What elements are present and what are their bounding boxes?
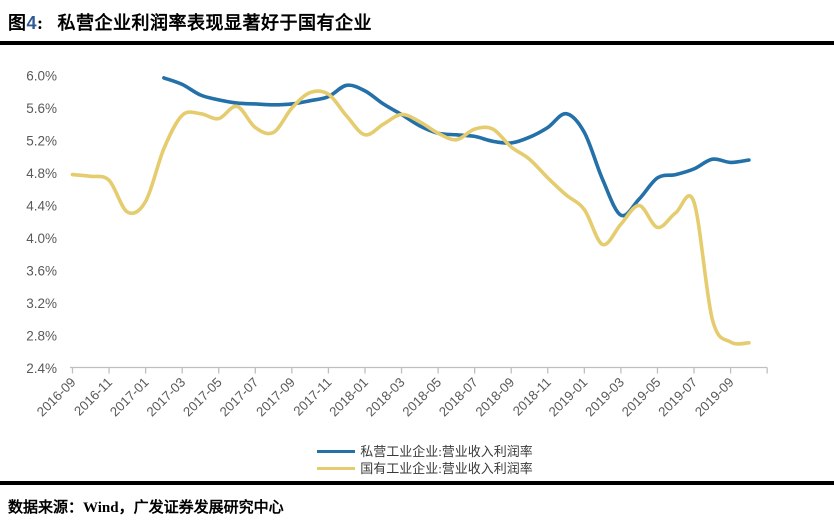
- figure-label: 图: [8, 13, 27, 33]
- y-axis-tick-label: 5.2%: [26, 133, 57, 148]
- x-axis-tick-label: 2017-09: [253, 375, 298, 420]
- y-axis-tick-label: 4.4%: [26, 198, 57, 213]
- y-axis-tick-label: 3.6%: [26, 263, 57, 278]
- x-axis-tick-label: 2017-01: [107, 375, 152, 420]
- x-axis-tick-label: 2018-07: [436, 375, 481, 420]
- legend-item-private: 私营工业企业:营业收入利润率: [317, 443, 533, 460]
- figure-colon: :: [37, 13, 44, 33]
- legend-swatch-soe: [317, 466, 356, 471]
- y-axis-tick-label: 5.6%: [26, 101, 57, 116]
- legend-swatch-private: [317, 449, 356, 454]
- y-axis-tick-label: 6.0%: [26, 68, 57, 83]
- y-axis-tick-label: 4.0%: [26, 231, 57, 246]
- x-axis-tick-label: 2018-09: [473, 375, 518, 420]
- x-axis-tick-label: 2016-11: [71, 375, 115, 419]
- legend-label-private: 私营工业企业:营业收入利润率: [360, 444, 533, 459]
- title-rule: [0, 41, 834, 45]
- y-axis-tick-label: 4.8%: [26, 166, 57, 181]
- x-axis-tick-label: 2018-01: [326, 375, 371, 420]
- figure-title: 图4: 私营企业利润率表现显著好于国有企业: [0, 0, 834, 35]
- data-source: 数据来源：Wind，广发证券发展研究中心: [8, 500, 284, 516]
- x-axis-tick-label: 2018-05: [399, 375, 444, 420]
- x-axis-tick-label: 2017-11: [290, 375, 334, 419]
- x-axis-tick-label: 2019-05: [619, 375, 664, 420]
- x-axis-tick-label: 2017-05: [180, 375, 225, 420]
- x-axis-tick-label: 2017-07: [217, 375, 262, 420]
- private-series-line: [162, 76, 751, 218]
- chart-legend: 私营工业企业:营业收入利润率 国有工业企业:营业收入利润率: [317, 443, 533, 477]
- footer-rule: [0, 481, 834, 485]
- x-axis-tick-label: 2017-03: [143, 375, 188, 420]
- x-axis-tick-label: 2019-07: [655, 375, 700, 420]
- y-axis-tick-label: 2.4%: [26, 361, 57, 376]
- legend-item-soe: 国有工业企业:营业收入利润率: [317, 460, 533, 477]
- profit-margin-line-chart: 6.0% 5.6% 5.2% 4.8% 4.4% 4.0% 3.6% 3.2% 2.8% 2.4%…: [26, 68, 768, 420]
- soe-series-line: [70, 89, 751, 346]
- legend-label-soe: 国有工业企业:营业收入利润率: [360, 461, 533, 476]
- chart-area: 6.0% 5.6% 5.2% 4.8% 4.4% 4.0% 3.6% 3.2% 2.8% 2.4%…: [0, 45, 834, 443]
- x-axis-tick-label: 2016-09: [34, 375, 79, 420]
- x-axis-tick-label: 2018-11: [510, 375, 554, 419]
- x-axis-tick-label: 2018-03: [363, 375, 408, 420]
- x-axis-tick-label: 2019-01: [546, 375, 591, 420]
- figure-title-text: 私营企业利润率表现显著好于国有企业: [57, 13, 373, 33]
- x-axis-tick-label: 2019-09: [692, 375, 737, 420]
- x-axis-tick-label: 2019-03: [582, 375, 627, 420]
- figure-number: 4: [26, 13, 38, 33]
- y-axis-tick-label: 3.2%: [26, 296, 57, 311]
- y-axis-tick-label: 2.8%: [26, 328, 57, 343]
